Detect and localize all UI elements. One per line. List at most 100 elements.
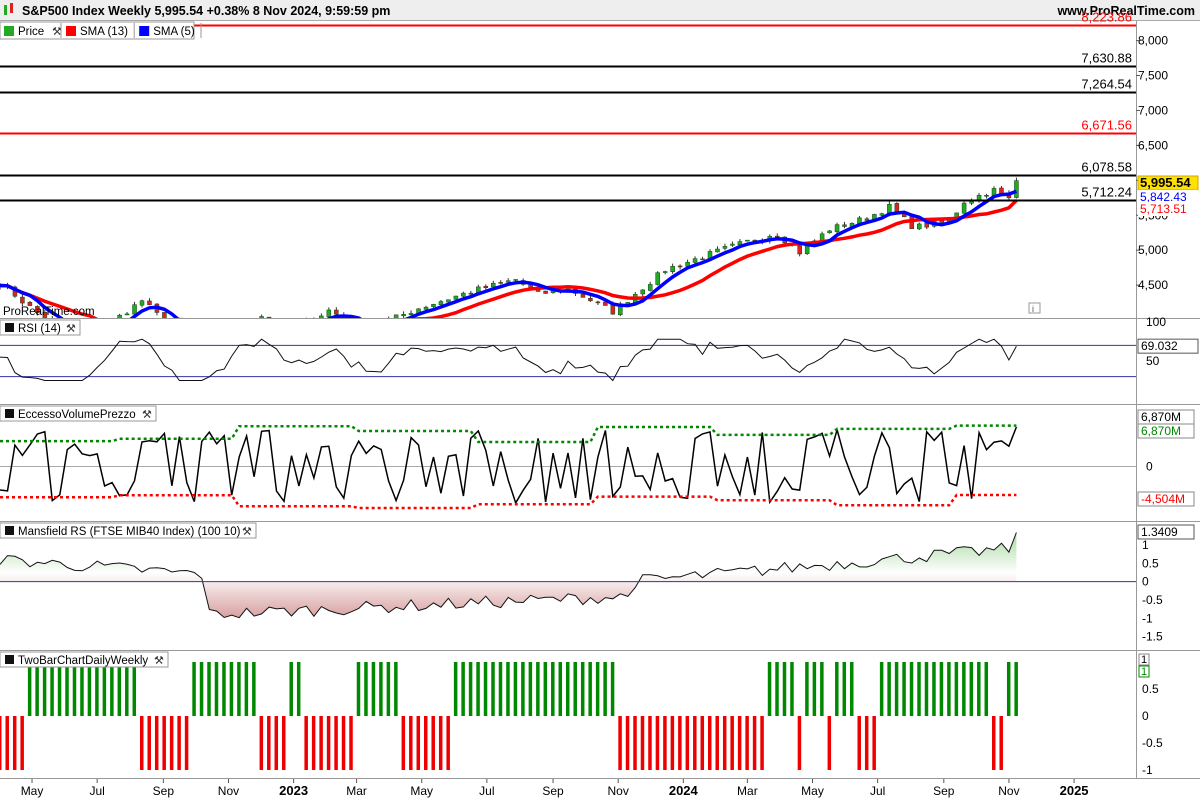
candle-down xyxy=(580,294,586,298)
twobar-up xyxy=(207,662,211,716)
twobar-down xyxy=(633,716,637,770)
price-candle xyxy=(745,239,750,242)
candle-up xyxy=(124,313,130,316)
twobar-axis-label: 0 xyxy=(1142,709,1149,723)
evp-tag-bg xyxy=(1137,491,1195,507)
twobar-down xyxy=(730,716,734,770)
twobar-up xyxy=(1006,662,1011,716)
candle-down xyxy=(588,298,593,302)
price-candle xyxy=(715,246,720,253)
twobar-tag-bg xyxy=(1138,665,1150,678)
price-axis-label: 7,500 xyxy=(1138,69,1168,83)
price-axis-label: 7,000 xyxy=(1138,103,1168,117)
wrench-icon: ⚒ xyxy=(52,26,62,38)
candle-up xyxy=(670,266,675,272)
x-axis-label: Jul xyxy=(479,784,494,798)
twobar-down xyxy=(326,716,331,770)
candle-down xyxy=(266,316,272,318)
twobar-up xyxy=(887,662,891,716)
twobar-up xyxy=(588,662,592,716)
price-candle xyxy=(505,278,511,283)
twobar-up xyxy=(850,662,854,716)
watermark: ProRealTime.com xyxy=(3,306,95,318)
twobar-down xyxy=(20,716,24,770)
price-candle xyxy=(700,256,705,261)
twobar-up xyxy=(222,662,226,716)
chart-title: S&P500 Index Weekly 5,995.54 +0.38% 8 No… xyxy=(22,4,390,18)
twobar-up xyxy=(296,662,301,716)
twobar-down xyxy=(678,716,682,770)
price-candle xyxy=(670,263,675,274)
x-axis-label: 2024 xyxy=(669,783,699,798)
twobar-up xyxy=(984,662,989,716)
twobar-up xyxy=(767,662,772,716)
twobar-up xyxy=(65,662,69,716)
twobar-up xyxy=(491,662,495,716)
price-candle xyxy=(408,310,414,316)
price-candle xyxy=(595,300,601,306)
candle-down xyxy=(35,306,40,313)
twobar-down xyxy=(648,716,652,770)
price-candle xyxy=(401,311,406,318)
twobar-down xyxy=(857,716,861,770)
twobar-up xyxy=(977,662,981,716)
candle-down xyxy=(677,265,683,268)
candle-up xyxy=(326,309,332,317)
rsi-tag-label: 69.032 xyxy=(1141,339,1178,353)
twobar-up xyxy=(356,662,361,716)
twobar-up xyxy=(790,662,794,716)
candle-up xyxy=(662,271,668,273)
candle-up xyxy=(408,313,414,315)
twobar-up xyxy=(566,662,570,716)
price-candle xyxy=(20,294,25,307)
mrs-line xyxy=(0,532,1017,619)
price-candle xyxy=(722,243,728,251)
twobar-down xyxy=(274,716,279,770)
twobar-up xyxy=(244,662,249,716)
candle-up xyxy=(468,292,474,295)
candle-up xyxy=(655,272,660,285)
panel-header-box xyxy=(0,319,81,336)
twobar-up xyxy=(610,662,615,716)
evp-tag-label: 6,870M xyxy=(1141,410,1181,424)
candle-up-icon xyxy=(4,5,7,15)
twobar-down xyxy=(154,716,159,770)
x-axis-label: May xyxy=(21,784,44,798)
price-legend: Price ⚒ SMA (13) SMA (5) xyxy=(0,21,202,40)
twobar-down xyxy=(722,716,727,770)
candle-down xyxy=(162,312,167,318)
twobar-up xyxy=(42,662,47,716)
twobar-up xyxy=(909,662,914,716)
candle-up xyxy=(827,230,832,234)
candle-up xyxy=(505,280,511,283)
twobar-down xyxy=(693,716,697,770)
price-candle xyxy=(984,193,989,199)
panel-header-box xyxy=(0,522,257,539)
twobar-up xyxy=(812,662,817,716)
price-axis-label: 8,000 xyxy=(1138,34,1168,48)
price-candle xyxy=(647,281,653,292)
legend-swatch xyxy=(139,26,150,36)
evp-upper-band xyxy=(0,424,1017,444)
twobar-up xyxy=(1014,662,1018,716)
x-axis-label: Sep xyxy=(542,784,564,798)
twobar-down xyxy=(334,716,338,770)
twobar-down xyxy=(401,716,406,770)
price-candle xyxy=(132,301,137,317)
panel-header: RSI (14) ⚒ xyxy=(0,319,81,336)
evp-axis-label: 0 xyxy=(1146,460,1153,474)
legend-label: SMA (5) xyxy=(153,26,195,38)
panel-header-box xyxy=(0,405,157,422)
price-tag-label: 5,995.54 xyxy=(1140,175,1191,190)
candle-up xyxy=(640,289,645,295)
candle-up xyxy=(647,284,653,291)
price-candle xyxy=(640,289,645,297)
x-axis-label: Nov xyxy=(998,784,1019,798)
twobar-tag-label: 1 xyxy=(1141,654,1147,666)
level-label: 7,630.88 xyxy=(1081,51,1132,66)
candle-up xyxy=(132,304,137,315)
twobar-down xyxy=(827,716,832,770)
x-axis-label: 2023 xyxy=(279,783,308,798)
panel-swatch xyxy=(5,409,14,418)
